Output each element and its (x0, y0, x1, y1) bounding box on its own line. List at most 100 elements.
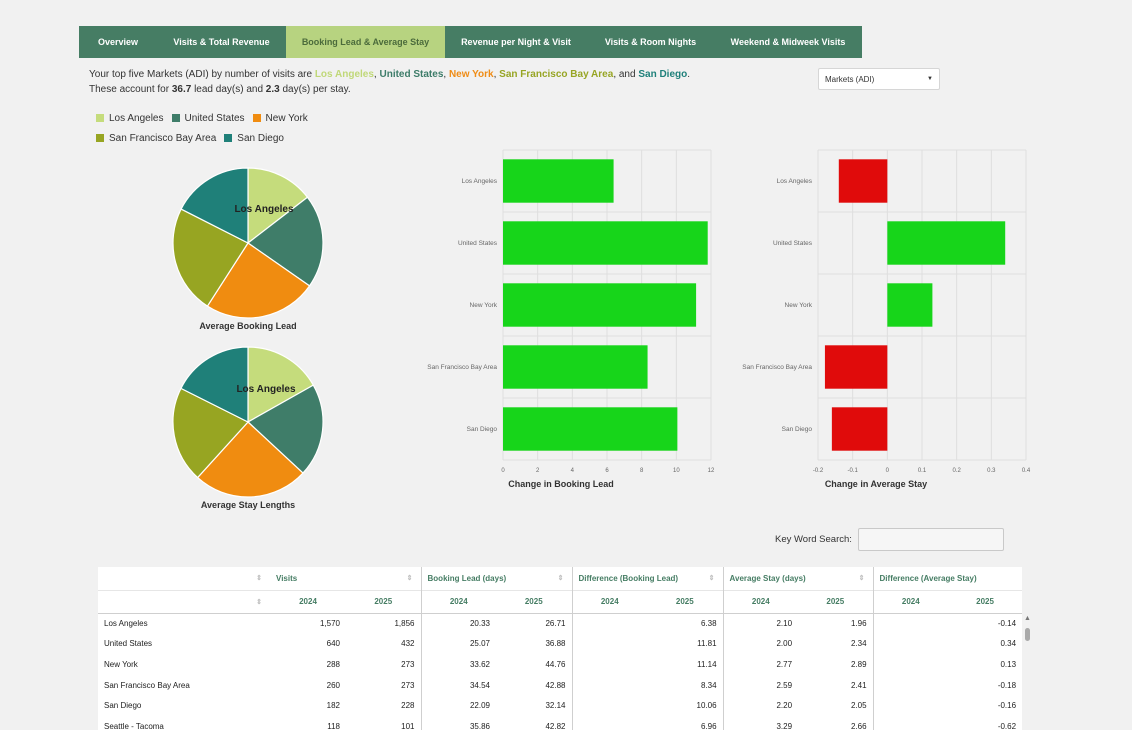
subheader-stay-2025[interactable]: 2025 (798, 589, 874, 614)
subheader-stay-2024[interactable]: 2024 (722, 589, 799, 614)
average-stay-diff-cell: 0.34 (1000, 639, 1017, 649)
name-column-header[interactable]: ⇕ (98, 567, 270, 590)
pie-slice-united-states[interactable] (246, 196, 324, 287)
visits-2025-cell: 273 (401, 680, 415, 690)
legend-item-san-diego[interactable]: San Diego (224, 133, 284, 144)
subheader-visits-2025[interactable]: 2025 (346, 589, 422, 614)
table-row[interactable]: Seattle - Tacoma 118 101 35.86 42.82 6.96 3.29… (98, 715, 1022, 730)
visits-2025-cell: 432 (401, 639, 415, 649)
tab-booking-lead-average-stay[interactable]: Booking Lead & Average Stay (286, 26, 445, 58)
pie-slice-san-francisco-bay-area[interactable] (172, 208, 249, 307)
legend-item-united-states[interactable]: United States (171, 113, 245, 124)
keyword-search-input[interactable] (858, 528, 1004, 551)
booking-lead-diff-spacer (571, 613, 648, 634)
average-stay-column-header[interactable]: Average Stay (days) ⇕ (722, 567, 874, 590)
pie-slice-san-diego[interactable] (180, 346, 249, 423)
tick-label: 12 (708, 468, 715, 474)
pie-slice-new-york[interactable] (196, 421, 304, 498)
average-stay-diff-spacer (872, 715, 949, 730)
bar-los-angeles[interactable] (838, 159, 888, 203)
booking-lead-2024-cell: 35.86 (420, 715, 497, 730)
pie-slice-new-york[interactable] (206, 242, 311, 319)
summary-period: . (687, 69, 691, 80)
legend-item-los-angeles[interactable]: Los Angeles (96, 113, 164, 124)
booking-lead-pie-chart[interactable]: Los Angeles (172, 167, 324, 319)
bar-new-york[interactable] (887, 283, 933, 327)
subheader-lead-2025[interactable]: 2025 (496, 589, 573, 614)
bar-los-angeles[interactable] (503, 159, 614, 203)
sort-icon: ⇕ (557, 575, 564, 582)
average-stay-diff-cell: -0.16 (997, 701, 1017, 711)
table-row[interactable]: San Francisco Bay Area 260 273 34.54 42.88 8.… (98, 674, 1022, 696)
bar-new-york[interactable] (503, 283, 697, 327)
bar-san-francisco-bay-area[interactable] (824, 345, 888, 389)
tab-bar: Overview Visits & Total Revenue Booking … (79, 26, 862, 58)
scroll-up-arrow-icon[interactable]: ▲ (1024, 615, 1031, 622)
booking-lead-2025-cell: 32.14 (545, 701, 566, 711)
subheader-lead-2024[interactable]: 2024 (420, 589, 497, 614)
visits-2024-cell: 260 (326, 680, 340, 690)
booking-lead-2025-cell: 44.76 (545, 659, 566, 669)
table-scrollbar[interactable]: ▲ (1022, 614, 1034, 730)
market-los-angeles: Los Angeles (314, 69, 374, 80)
table-row[interactable]: Los Angeles 1,570 1,856 20.33 26.71 6.38 2.10 1… (98, 613, 1022, 634)
booking-lead-2024-cell: 25.07 (420, 633, 497, 655)
tab-weekend-midweek-visits[interactable]: Weekend & Midweek Visits (730, 37, 846, 47)
bar-united-states[interactable] (503, 221, 708, 265)
visits-2025-cell: 273 (401, 659, 415, 669)
legend-item-new-york[interactable]: New York (252, 113, 308, 124)
pie-slice-san-francisco-bay-area[interactable] (172, 387, 249, 479)
pie-slice-los-angeles[interactable] (247, 167, 309, 245)
bar-united-states[interactable] (887, 221, 1006, 265)
average-stay-2024-cell: 2.59 (722, 674, 799, 696)
subheader-lead-diff-2025[interactable]: 2025 (647, 589, 724, 614)
category-label: New York (785, 302, 813, 309)
bar-san-diego[interactable] (503, 407, 678, 451)
tab-visits-total-revenue[interactable]: Visits & Total Revenue (173, 37, 270, 47)
tick-label: -0.2 (813, 468, 824, 474)
average-stay-diff-cell: 0.13 (1000, 659, 1017, 669)
scrollbar-thumb[interactable] (1025, 628, 1030, 641)
table-row[interactable]: United States 640 432 25.07 36.88 11.81 2.00 2.… (98, 633, 1022, 655)
booking-lead-diff-cell: 11.81 (697, 639, 717, 649)
legend-label: San Diego (237, 132, 284, 144)
market-type-dropdown[interactable]: Markets (ADI) ▼ (818, 68, 940, 90)
subheader-stay-diff-2025[interactable]: 2025 (948, 589, 1022, 614)
booking-lead-difference-column-header[interactable]: Difference (Booking Lead) ⇕ (571, 567, 724, 590)
tick-label: 0.4 (1022, 468, 1031, 474)
legend-item-san-francisco[interactable]: San Francisco Bay Area (96, 133, 216, 144)
subheader-blank[interactable]: ⇕ (98, 589, 270, 614)
legend: Los Angeles United States New York San F… (96, 108, 416, 148)
tick-label: 10 (673, 468, 680, 474)
bar-san-diego[interactable] (831, 407, 888, 451)
subheader-stay-diff-2024[interactable]: 2024 (872, 589, 949, 614)
pie-slice-united-states[interactable] (246, 384, 324, 474)
visits-column-header[interactable]: Visits ⇕ (270, 567, 422, 590)
average-stay-2024-cell: 2.00 (722, 633, 799, 655)
average-stay-2025-cell: 2.41 (850, 680, 867, 690)
booking-lead-diff-spacer (571, 674, 648, 696)
subheader-visits-2024[interactable]: 2024 (270, 589, 346, 614)
tab-revenue-per-night-visit[interactable]: Revenue per Night & Visit (461, 37, 571, 47)
tab-overview[interactable]: Overview (97, 37, 139, 47)
summary-mid: lead day(s) and (191, 83, 266, 95)
tab-visits-room-nights[interactable]: Visits & Room Nights (604, 37, 697, 47)
pie-slice-san-diego[interactable] (180, 167, 249, 244)
booking-lead-column-header[interactable]: Booking Lead (days) ⇕ (420, 567, 573, 590)
category-label: San Diego (467, 426, 498, 433)
legend-swatch (96, 134, 104, 142)
average-stay-difference-column-header[interactable]: Difference (Average Stay) (872, 567, 1022, 590)
bar-san-francisco-bay-area[interactable] (503, 345, 648, 389)
legend-label: Los Angeles (109, 112, 164, 124)
average-stay-diff-cell: -0.62 (997, 721, 1017, 730)
table-row[interactable]: San Diego 182 228 22.09 32.14 10.06 2.20 2.05 -0… (98, 695, 1022, 716)
tick-label: 0.3 (987, 468, 996, 474)
table-row[interactable]: New York 288 273 33.62 44.76 11.14 2.77 2.89 0.1… (98, 654, 1022, 675)
booking-lead-2024-cell: 34.54 (420, 674, 497, 696)
stay-length-pie-chart[interactable]: Los Angeles (172, 346, 324, 498)
market-name-cell: San Diego (104, 701, 142, 711)
subheader-lead-diff-2024[interactable]: 2024 (571, 589, 648, 614)
pie-slice-los-angeles[interactable] (247, 346, 315, 424)
visits-2024-cell: 118 (327, 721, 340, 730)
summary-account-prefix: These account for (89, 83, 172, 95)
